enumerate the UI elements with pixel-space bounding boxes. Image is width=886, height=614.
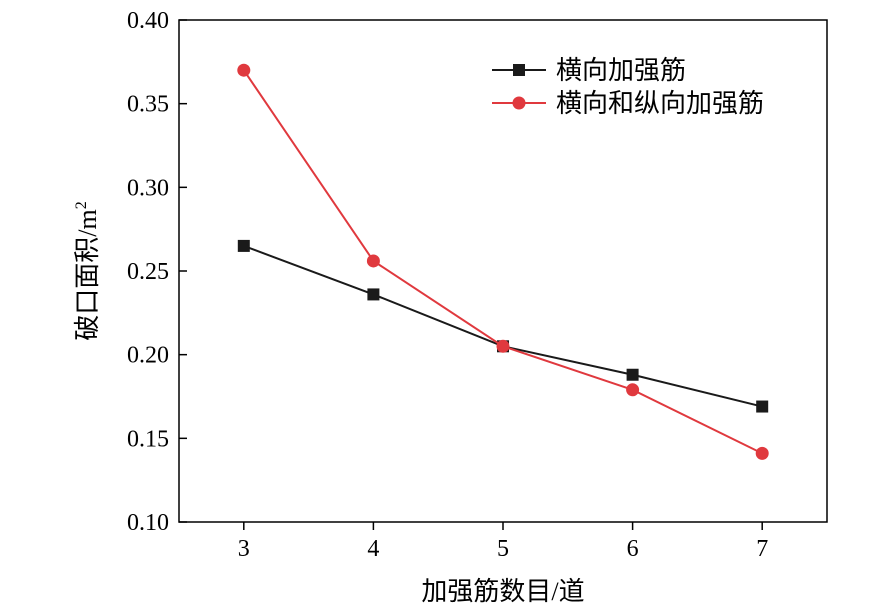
legend-marker [513, 64, 525, 76]
series-line [243, 244, 763, 408]
y-tick-label: 0.35 [127, 92, 169, 118]
y-tick-label: 0.25 [127, 259, 169, 285]
legend-item: 横向加强筋 [492, 56, 686, 85]
x-axis: 3 4 5 6 7 [238, 522, 768, 562]
data-point [237, 239, 250, 252]
y-tick-label: 0.15 [127, 426, 169, 452]
series-2 [237, 63, 769, 460]
y-tick-label: 0.40 [127, 8, 169, 34]
x-tick-label: 6 [627, 536, 639, 562]
x-axis-title: 加强筋数目/道 [421, 577, 584, 606]
x-tick-label: 7 [756, 536, 768, 562]
series-1 [237, 239, 769, 413]
y-axis-title: 破口面积/m2 [73, 201, 102, 340]
y-tick-label: 0.20 [127, 343, 169, 369]
x-tick-label: 5 [497, 536, 509, 562]
series-layer [237, 63, 769, 460]
data-point [755, 446, 769, 460]
legend-label: 横向加强筋 [556, 56, 686, 85]
data-point [496, 339, 510, 353]
y-axis: 0.10 0.15 0.20 0.25 0.30 0.35 0.40 [127, 8, 187, 536]
data-point [237, 63, 251, 77]
series-line [242, 69, 763, 455]
data-point [367, 288, 380, 301]
data-point [366, 254, 380, 268]
data-point [626, 368, 639, 381]
legend-label: 横向和纵向加强筋 [556, 89, 764, 118]
y-tick-label: 0.30 [127, 175, 169, 201]
data-point [626, 383, 640, 397]
legend-marker [512, 96, 526, 110]
x-tick-label: 3 [238, 536, 250, 562]
data-point [756, 400, 769, 413]
y-axis-title-superscript: 2 [73, 201, 90, 209]
x-tick-label: 4 [367, 536, 379, 562]
y-axis-title-main: 破口面积/m [73, 209, 102, 340]
y-tick-label: 0.10 [127, 510, 169, 536]
legend-item: 横向和纵向加强筋 [492, 89, 764, 118]
